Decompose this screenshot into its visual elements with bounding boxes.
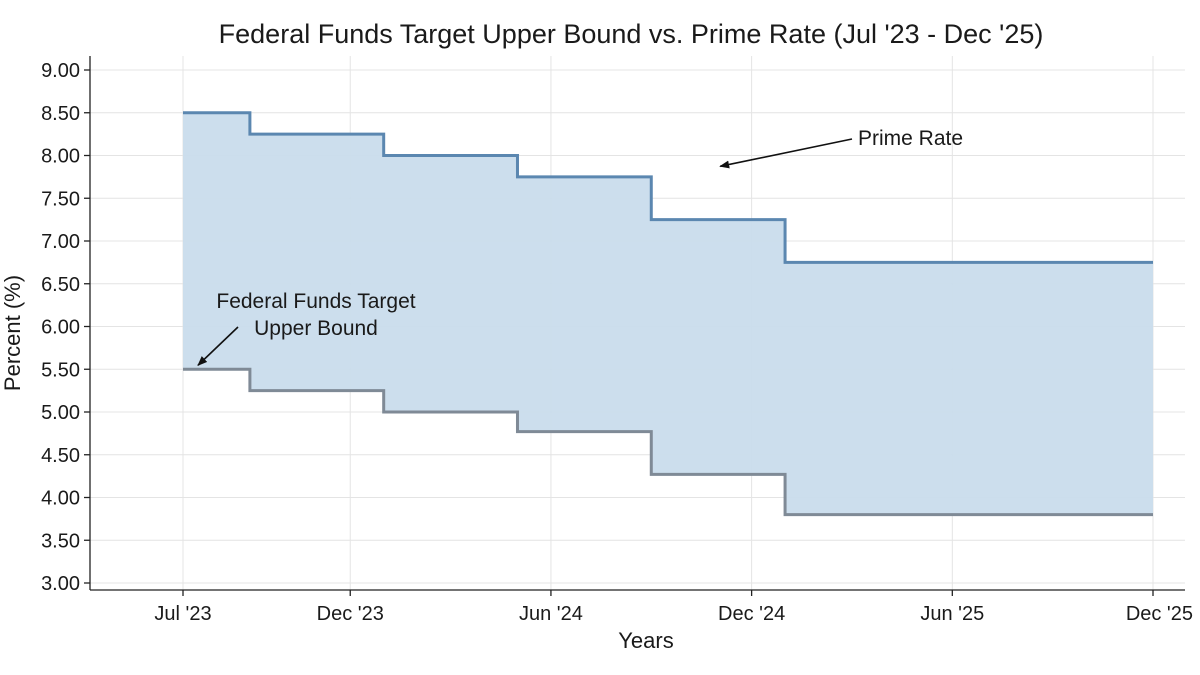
annotation-fed-funds-line-1: Federal Funds Target [216, 290, 415, 313]
x-tick-label-3: Dec '24 [718, 603, 785, 625]
y-tick-label-8: 7.00 [41, 231, 80, 253]
x-axis-label: Years [618, 628, 673, 653]
y-tick-label-11: 8.50 [41, 103, 80, 125]
y-axis-ticks: 3.00 3.50 4.00 4.50 5.00 5.50 6.00 6.50 7.00 7.50… [41, 60, 90, 595]
series-lines [183, 111, 1153, 517]
y-tick-label-2: 4.00 [41, 488, 80, 510]
y-axis-label: Percent (%) [0, 275, 25, 391]
y-tick-label-9: 7.50 [41, 188, 80, 210]
y-tick-label-7: 6.50 [41, 274, 80, 296]
series-line-fed-funds-upper-bound [183, 367, 1153, 517]
annotations: Prime Rate Federal Funds Target Upper Boun… [197, 127, 963, 366]
chart-title: Federal Funds Target Upper Bound vs. Pri… [219, 19, 1044, 49]
x-tick-label-4: Jun '25 [920, 603, 984, 625]
annotation-prime-rate: Prime Rate [858, 127, 963, 150]
x-axis-ticks: Jul '23 Dec '23 Jun '24 Dec '24 Jun '25 Dec '… [154, 590, 1193, 625]
y-tick-label-0: 3.00 [41, 573, 80, 595]
y-tick-label-5: 5.50 [41, 359, 80, 381]
annotation-arrow-fed-funds [197, 326, 239, 366]
x-tick-label-1: Dec '23 [317, 603, 384, 625]
x-tick-label-2: Jun '24 [519, 603, 583, 625]
y-tick-label-4: 5.00 [41, 402, 80, 424]
y-tick-label-1: 3.50 [41, 530, 80, 552]
annotation-arrow-prime-rate [719, 138, 853, 169]
series-line-prime-rate [183, 111, 1153, 264]
x-tick-label-0: Jul '23 [154, 603, 211, 625]
x-tick-label-5: Dec '25 [1126, 603, 1193, 625]
y-tick-label-10: 8.00 [41, 146, 80, 168]
y-tick-label-3: 4.50 [41, 445, 80, 467]
annotation-fed-funds-line-2: Upper Bound [254, 317, 378, 340]
fill-between-area [183, 112, 1153, 515]
y-tick-label-12: 9.00 [41, 60, 80, 82]
y-tick-label-6: 6.00 [41, 317, 80, 339]
